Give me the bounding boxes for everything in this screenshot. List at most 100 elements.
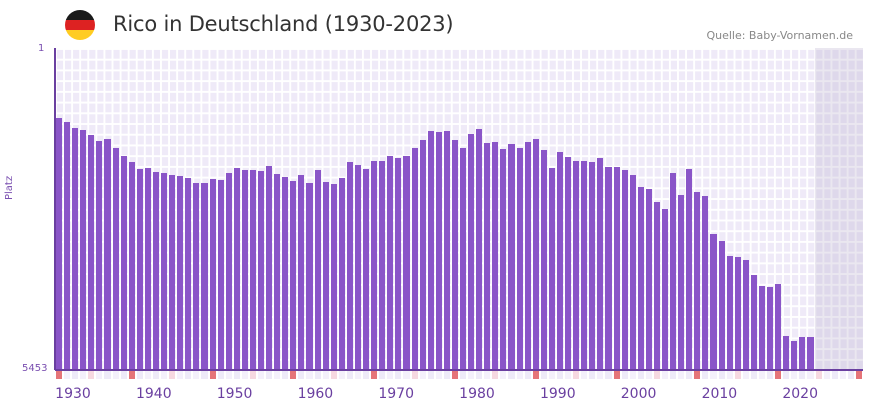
bar-1994[interactable]: [573, 160, 580, 370]
year-marker: [282, 371, 289, 379]
bar-1967[interactable]: [354, 164, 362, 370]
bar-1943[interactable]: [161, 172, 168, 370]
bar-1985[interactable]: [500, 148, 507, 370]
bar-2014[interactable]: [734, 256, 741, 370]
bar-1934[interactable]: [88, 134, 95, 370]
bar-1941[interactable]: [144, 167, 151, 370]
bar-2018[interactable]: [767, 286, 774, 370]
bar-2013[interactable]: [726, 255, 733, 370]
bar-2003[interactable]: [645, 188, 652, 370]
year-marker: [379, 371, 386, 379]
bar-1946[interactable]: [185, 177, 192, 370]
bar-1940[interactable]: [136, 168, 143, 370]
bar-2007[interactable]: [678, 194, 685, 370]
bar-2016[interactable]: [750, 274, 757, 370]
bar-2008[interactable]: [686, 168, 693, 370]
year-marker: [330, 371, 337, 379]
bar-1964[interactable]: [330, 183, 337, 370]
bar-2001[interactable]: [629, 174, 636, 370]
bar-1993[interactable]: [565, 156, 572, 370]
bar-1995[interactable]: [581, 160, 588, 370]
bar-1932[interactable]: [72, 127, 79, 370]
bar-1933[interactable]: [80, 129, 87, 370]
bar-1984[interactable]: [492, 141, 499, 370]
bar-1987[interactable]: [516, 147, 523, 370]
bar-1971[interactable]: [387, 155, 394, 370]
bar-1957[interactable]: [274, 173, 281, 370]
bar-1996[interactable]: [589, 161, 596, 370]
bar-1973[interactable]: [403, 155, 410, 370]
bar-2015[interactable]: [742, 259, 749, 370]
decade-marker-strip: [55, 371, 863, 379]
bar-1950[interactable]: [217, 179, 224, 370]
bar-1966[interactable]: [346, 161, 353, 370]
bar-2020[interactable]: [783, 335, 790, 370]
bar-2002[interactable]: [637, 186, 644, 370]
bar-1936[interactable]: [104, 138, 111, 370]
bar-1951[interactable]: [225, 172, 232, 370]
bar-1960[interactable]: [298, 174, 305, 370]
bar-1968[interactable]: [363, 168, 370, 370]
bar-2006[interactable]: [670, 172, 677, 370]
bar-1959[interactable]: [290, 180, 297, 370]
bar-1978[interactable]: [443, 130, 450, 370]
bar-1935[interactable]: [96, 140, 103, 370]
bar-1998[interactable]: [605, 166, 612, 370]
year-marker: [460, 371, 467, 379]
bar-1969[interactable]: [371, 160, 378, 370]
bar-1955[interactable]: [258, 170, 265, 370]
bar-1958[interactable]: [282, 176, 289, 370]
bar-1981[interactable]: [468, 133, 475, 370]
bar-1989[interactable]: [532, 138, 539, 370]
bar-1974[interactable]: [411, 147, 418, 370]
bar-1945[interactable]: [177, 175, 184, 370]
bar-1939[interactable]: [128, 161, 135, 370]
bar-1952[interactable]: [233, 167, 240, 370]
bar-1948[interactable]: [201, 182, 208, 370]
bar-1931[interactable]: [64, 121, 71, 370]
bar-1980[interactable]: [460, 147, 467, 370]
bar-2023[interactable]: [807, 336, 814, 370]
bar-1937[interactable]: [112, 147, 119, 370]
bar-1992[interactable]: [556, 151, 564, 370]
bar-2012[interactable]: [718, 240, 725, 370]
bar-1997[interactable]: [597, 157, 604, 370]
bar-1930[interactable]: [56, 117, 63, 370]
bar-2000[interactable]: [621, 169, 628, 370]
bar-1953[interactable]: [241, 169, 248, 370]
bar-2021[interactable]: [791, 340, 798, 370]
bar-2011[interactable]: [710, 233, 717, 370]
bar-1991[interactable]: [548, 167, 555, 370]
bar-2009[interactable]: [694, 191, 701, 370]
bar-1944[interactable]: [169, 174, 176, 370]
bar-1942[interactable]: [152, 171, 160, 370]
bar-1965[interactable]: [338, 177, 345, 370]
bar-1982[interactable]: [476, 128, 483, 370]
bar-2010[interactable]: [702, 195, 709, 370]
bar-1949[interactable]: [209, 178, 216, 370]
bar-1963[interactable]: [322, 181, 329, 370]
bar-1990[interactable]: [540, 149, 547, 370]
bar-2022[interactable]: [799, 336, 806, 370]
bar-1954[interactable]: [249, 169, 256, 370]
bar-2017[interactable]: [758, 285, 766, 370]
bar-1962[interactable]: [314, 169, 321, 370]
bar-1972[interactable]: [395, 157, 402, 370]
bar-1975[interactable]: [419, 139, 426, 370]
bar-1947[interactable]: [193, 182, 200, 370]
bar-1961[interactable]: [306, 182, 313, 370]
bar-1986[interactable]: [508, 143, 515, 370]
bar-2019[interactable]: [775, 283, 782, 370]
bar-1977[interactable]: [435, 131, 442, 370]
bar-2004[interactable]: [653, 201, 660, 370]
bar-1970[interactable]: [379, 160, 386, 370]
bar-1976[interactable]: [427, 130, 434, 370]
bar-1999[interactable]: [613, 166, 620, 370]
year-marker: [193, 371, 200, 379]
bar-1983[interactable]: [484, 142, 491, 370]
bar-1988[interactable]: [524, 141, 531, 370]
bar-1979[interactable]: [451, 139, 458, 370]
bar-1938[interactable]: [120, 155, 127, 370]
bar-2005[interactable]: [662, 208, 669, 370]
bar-1956[interactable]: [266, 165, 273, 370]
